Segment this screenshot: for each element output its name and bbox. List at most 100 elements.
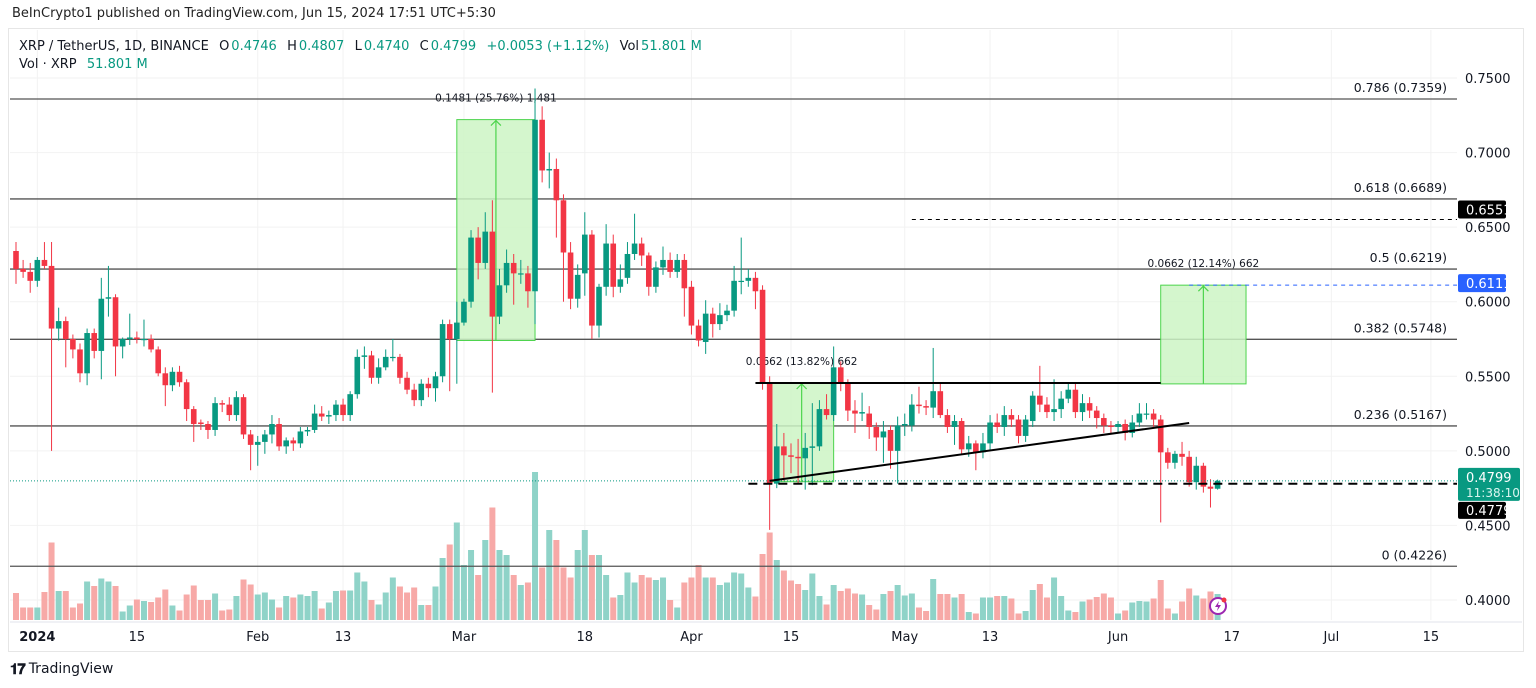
vol-value: 51.801 M [641,39,702,54]
candle [916,386,922,414]
candle-body [702,313,709,342]
candle-body [1058,398,1064,410]
candle [169,367,176,392]
candle-body [134,337,140,339]
brand-name: TradingView [28,661,114,677]
time-axis[interactable]: 2024 15 Feb 13 Mar 18 Apr 15 May 13 Jun 17 Jul 15 [10,621,1522,645]
candle-body [809,446,816,448]
volume-bar [823,604,830,620]
candle [183,379,190,422]
symbol-title[interactable]: XRP / TetherUS, 1D, BINANCE [19,39,209,54]
volume-bar [190,585,197,620]
candle-body [119,338,126,347]
candle-body [276,424,282,447]
candle [1029,391,1036,427]
candle-body [461,301,467,323]
volume-bar [27,607,34,620]
candle-body [773,446,780,484]
candle-body [141,338,147,341]
candle-body [631,243,638,254]
candle-body [446,324,453,339]
volume-bar [34,607,41,620]
volume-bar [1129,602,1136,620]
candle [617,264,624,293]
time-tick-label: Apr [680,630,703,645]
candle-body [247,434,254,445]
drawings[interactable] [10,219,1457,485]
candle-body [1065,389,1072,399]
lightning-icon[interactable] [1209,597,1227,615]
candle-body [709,313,716,325]
candle-body [20,268,26,272]
measurements[interactable]: 0.1481 (25.76%) 1,481 0.0662 (13.82%) 662… [435,93,1260,483]
candle-body [766,382,773,484]
candle [923,400,929,416]
volume-bar [517,585,524,620]
volume-bar [332,591,339,620]
candle-body [55,321,62,329]
time-tick-label: Jul [1323,630,1340,645]
fib-retracement[interactable]: 0.786 (0.7359) 0.618 (0.6689) 0.5 (0.6219)… [10,80,1457,567]
volume-bar [1058,596,1065,620]
candle-body [837,367,844,383]
candle [532,88,538,325]
candle-body [1101,418,1107,426]
volume-bar [204,600,211,620]
volume-bar [219,610,226,620]
time-tick-label: Mar [452,630,477,645]
measure-label: 0.0662 (12.14%) 662 [1148,258,1260,270]
candle [1079,394,1086,422]
volume-bar [859,594,866,620]
candle-body [738,280,745,283]
volume-bar [460,565,467,620]
volume-bar [396,586,403,620]
candle-body [901,424,908,426]
candle [55,307,62,341]
fib-level-label: 0.786 (0.7359) [1354,80,1447,95]
volume-bar [524,582,531,620]
candle [290,437,297,451]
volume-bar [503,555,510,620]
volume-bar [560,567,567,620]
candle-body [518,273,524,275]
tradingview-logo-icon[interactable]: 𝟏𝟕 [10,660,26,678]
candle [1157,415,1164,523]
candle [91,328,98,359]
volume-bar [1171,613,1178,620]
candle-body [84,333,90,374]
publish-line: BeInCrypto1 published on TradingView.com… [12,6,496,21]
candle [1108,421,1114,435]
volume-bar [546,530,553,620]
high-label: H [287,39,297,54]
last-price-label: 0.4799 [1466,471,1512,486]
candle [48,242,55,451]
candle-body [973,443,979,453]
candle-body [596,286,602,326]
volume-bar [240,579,247,620]
candle-body [880,431,887,438]
time-tick-label: Jun [1107,630,1128,645]
candle-body [155,349,161,374]
candle [1122,419,1128,441]
volume-bar [944,594,951,620]
candle-body [13,251,19,269]
candle-body [233,397,240,416]
candle-body [873,426,880,438]
candle-body [845,382,851,411]
volume-indicator-label[interactable]: Vol · XRP [19,57,77,72]
candle [1093,406,1100,429]
candle-body [361,355,368,357]
candle-body [567,252,574,299]
volume-bar [617,595,624,620]
price-axis[interactable]: 0.7500 0.7000 0.6500 0.6000 0.5500 0.5000 0.45… [1465,72,1511,609]
volume-bar [638,575,645,620]
candle-body [823,409,830,416]
candle-body [269,424,275,435]
candle [283,437,289,454]
candle-body [1108,425,1114,427]
low-value: 0.4740 [363,39,410,54]
candle-body [1165,452,1171,463]
volume-bar [901,595,908,620]
time-tick-label: 2024 [19,630,55,645]
